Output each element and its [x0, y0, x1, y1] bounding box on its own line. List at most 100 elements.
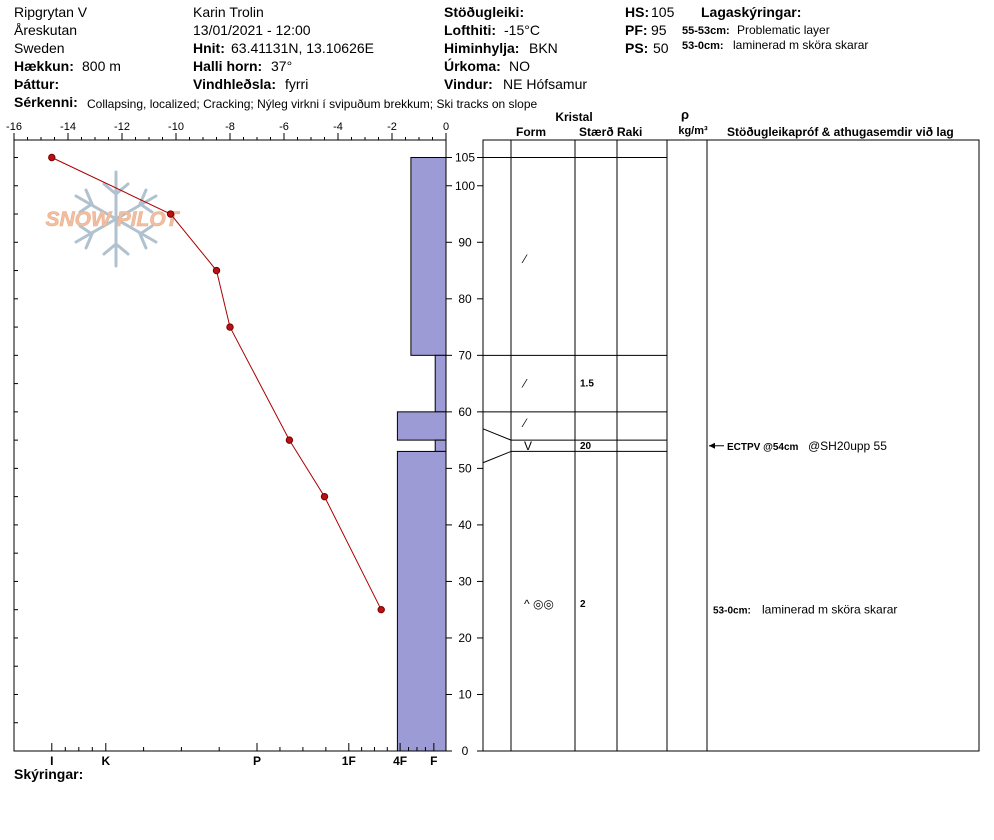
crystal-form-symbol: ⁄ — [521, 252, 528, 266]
height-tick-label: 60 — [458, 405, 472, 419]
layer-note-1-depth: 55-53cm: — [682, 25, 730, 37]
air-temp-value: -15°C — [504, 22, 540, 38]
ps-label: PS: — [625, 40, 649, 56]
height-tick-label: 90 — [458, 235, 472, 249]
layers-label: Lagaskýringar: — [701, 4, 802, 20]
temperature-point — [166, 210, 175, 218]
height-tick-label: 70 — [458, 348, 472, 362]
hardness-label: F — [430, 754, 437, 768]
stability-test-comment: laminerad m sköra skarar — [762, 603, 897, 617]
temp-tick-label: -2 — [387, 121, 397, 133]
layer-boundary-connector — [482, 428, 512, 441]
coords-label: Hnit: — [193, 40, 225, 56]
pf-label: PF: — [625, 22, 648, 38]
height-tick-label: 30 — [458, 574, 472, 588]
height-minor-ticks — [14, 157, 18, 752]
pf-value: 95 — [651, 22, 667, 38]
temp-tick-label: -14 — [60, 121, 76, 133]
crystal-form-symbol: ⁄ — [521, 377, 528, 391]
region: Åreskutan — [14, 22, 78, 38]
hs-label: HS: — [625, 4, 650, 20]
form-header: Form — [516, 125, 546, 139]
hardness-axis: I K P 1F 4F F — [50, 743, 438, 768]
stability-test-label: ECTPV @54cm — [727, 442, 799, 453]
crystal-rows: ⁄ ⁄ 1.5 ⁄ V 20 ^ ◎◎ 2 — [521, 252, 594, 611]
stability-test-label: 53-0cm: — [713, 606, 751, 617]
temp-tick-label: -8 — [225, 121, 235, 133]
size-header: Stærð — [579, 125, 614, 139]
wind-loading-label: Vindhleðsla: — [193, 76, 276, 92]
elevation-label: Hækkun: — [14, 58, 74, 74]
wind-value: NE Hófsamur — [503, 76, 588, 92]
height-tick-label: 80 — [458, 292, 472, 306]
precip-value: NO — [509, 58, 530, 74]
height-tick-label: 0 — [462, 744, 469, 758]
coords-value: 63.41131N, 13.10626E — [231, 40, 374, 56]
watermark-text: SNOW PILOT — [46, 208, 181, 231]
crystal-form-symbol: ⁄ — [521, 416, 528, 430]
precip-label: Úrkoma: — [444, 58, 501, 74]
snowpilot-watermark: SNOW PILOT — [45, 170, 181, 268]
height-tick-label: 10 — [458, 687, 472, 701]
stability-tests-header: Stöðugleikapróf & athugasemdir við lag — [727, 125, 954, 139]
crystal-size: 1.5 — [580, 379, 594, 390]
temperature-point — [226, 323, 234, 331]
height-tick-label: 50 — [458, 461, 472, 475]
hardness-label: P — [253, 754, 261, 768]
temp-tick-label: 0 — [443, 121, 449, 133]
sky-label: Himinhylja: — [444, 40, 520, 56]
hs-value: 105 — [651, 4, 675, 20]
temperature-point — [285, 436, 294, 444]
ps-value: 50 — [653, 40, 669, 56]
temperature-point — [212, 266, 221, 275]
features-value: Collapsing, localized; Cracking; Nýleg v… — [87, 97, 538, 111]
hardness-label: I — [50, 754, 53, 768]
layer-boundary-connector — [482, 450, 512, 464]
stability-label: Stöðugleiki: — [444, 4, 525, 20]
hardness-bar — [410, 157, 447, 356]
temp-tick-label: -16 — [6, 121, 22, 133]
hardness-bar — [434, 439, 447, 452]
aspect-label: Þáttur: — [14, 76, 60, 92]
slope-label: Halli horn: — [193, 58, 263, 74]
air-temp-label: Lofthiti: — [444, 22, 497, 38]
features-label: Sérkenni: — [14, 94, 78, 110]
height-axis: 0 10 20 30 40 50 60 70 80 90 100 105 — [446, 151, 483, 758]
height-tick-label: 105 — [455, 151, 475, 165]
temperature-point — [377, 605, 385, 614]
layer-boundaries — [482, 157, 667, 752]
notes-label: Skýringar: — [14, 766, 84, 782]
profile-plot-frame — [13, 139, 447, 752]
temperature-profile — [48, 153, 385, 614]
elevation-value: 800 m — [82, 58, 121, 74]
temperature-axis: -16 -14 -12 -10 -8 -6 -4 -2 0 — [6, 121, 449, 140]
crystal-size: 2 — [580, 599, 586, 610]
temp-tick-label: -6 — [279, 121, 289, 133]
datetime: 13/01/2021 - 12:00 — [193, 22, 311, 38]
stability-notes: ECTPV @54cm @SH20upp 55 53-0cm: laminerad m… — [709, 439, 897, 617]
height-tick-label: 20 — [458, 631, 472, 645]
crystal-form-symbol: ^ ◎◎ — [524, 597, 554, 611]
temperature-point — [48, 153, 56, 162]
stability-arrow-icon — [709, 442, 715, 449]
hardness-bar — [396, 450, 447, 752]
kristal-header: Kristal — [555, 110, 592, 124]
hardness-bar — [396, 411, 447, 441]
layer-note-1-text: Problematic layer — [737, 23, 830, 37]
hardness-label: K — [101, 754, 110, 768]
crystal-size: 20 — [580, 441, 592, 452]
temperature-point — [320, 492, 329, 501]
country: Sweden — [14, 40, 65, 56]
layer-table-frame — [482, 139, 980, 752]
slope-value: 37° — [271, 58, 293, 74]
hardness-label: 4F — [393, 754, 407, 768]
wind-loading-value: fyrri — [285, 76, 309, 92]
temp-tick-label: -4 — [333, 121, 343, 133]
height-tick-label: 40 — [458, 518, 472, 532]
temp-tick-label: -10 — [168, 121, 184, 133]
hardness-label: 1F — [342, 754, 356, 768]
density-rho-header: ρ — [681, 107, 689, 122]
location: Ripgrytan V — [14, 4, 88, 20]
crystal-form-symbol: V — [524, 439, 532, 453]
